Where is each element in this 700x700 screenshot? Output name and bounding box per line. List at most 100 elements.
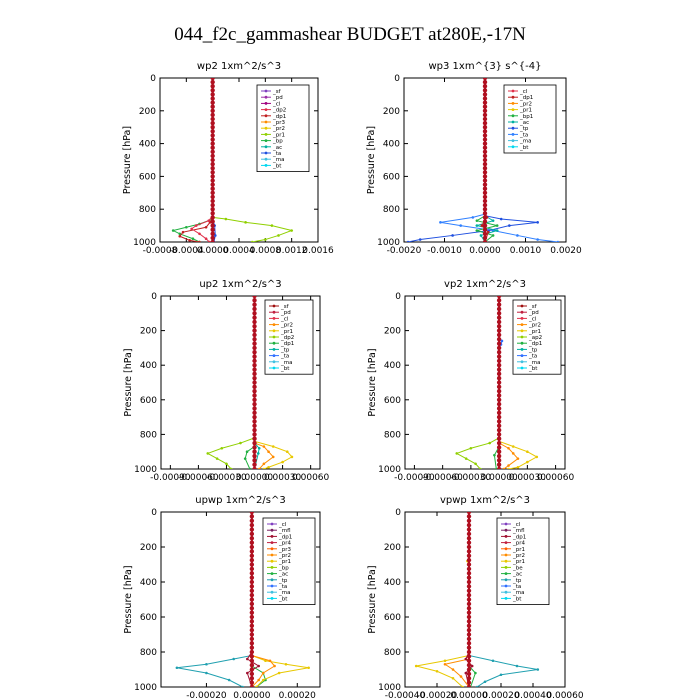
data-point <box>241 685 245 687</box>
legend-marker <box>270 566 274 569</box>
legend-marker <box>264 120 268 124</box>
y-tick-label: 800 <box>384 430 401 440</box>
zero-profile-marker <box>466 597 472 602</box>
zero-profile-marker <box>249 671 255 677</box>
zero-profile-marker <box>210 92 215 97</box>
zero-profile-marker <box>466 645 472 650</box>
x-tick-label: -0.00020 <box>186 691 227 700</box>
data-point <box>479 234 483 237</box>
legend-label: _pr2 <box>272 126 285 132</box>
zero-profile-marker <box>252 453 257 459</box>
zero-profile-marker <box>482 79 488 85</box>
y-tick-label: 400 <box>383 140 400 150</box>
zero-profile-marker <box>249 680 255 685</box>
data-point <box>290 455 294 459</box>
legend-marker <box>264 151 268 155</box>
zero-profile-marker <box>249 544 255 550</box>
legend-label: _pr4 <box>278 541 292 547</box>
legend-marker <box>264 102 268 105</box>
zero-profile-marker <box>482 157 488 163</box>
y-tick-label: 200 <box>384 543 401 553</box>
zero-profile-marker <box>482 145 488 150</box>
y-axis-label: Pressure [hPa] <box>367 565 378 633</box>
data-point <box>459 675 463 678</box>
zero-profile-marker <box>466 512 472 515</box>
legend-label: _bt <box>512 596 522 602</box>
zero-profile-marker <box>252 302 257 307</box>
zero-profile-marker <box>249 610 255 615</box>
data-point <box>243 457 247 460</box>
y-axis-label: Pressure [hPa] <box>366 126 377 194</box>
legend-marker <box>272 335 276 339</box>
zero-profile-marker <box>466 606 472 611</box>
y-tick-label: 1000 <box>378 683 401 693</box>
zero-profile-marker <box>496 458 502 463</box>
zero-profile-marker <box>482 190 488 195</box>
zero-profile-marker <box>482 153 488 159</box>
legend-label: _dp1 <box>278 534 292 540</box>
zero-profile-marker <box>466 544 472 550</box>
series-line-tp <box>468 512 538 687</box>
legend-marker <box>272 341 276 345</box>
data-point <box>246 671 249 675</box>
zero-profile-marker <box>496 319 502 325</box>
legend-label: _ma <box>278 590 290 596</box>
zero-profile-marker <box>466 518 472 523</box>
zero-profile-marker <box>210 96 215 101</box>
zero-profile-marker <box>496 406 502 411</box>
legend-label: _dp1 <box>280 341 294 347</box>
zero-profile-marker <box>252 388 257 394</box>
plot-area <box>414 512 540 687</box>
zero-profile-marker <box>252 350 257 355</box>
legend-label: _bt <box>278 596 288 602</box>
legend-marker <box>264 126 268 130</box>
data-point <box>257 467 261 469</box>
x-tick-label: -0.0010 <box>427 246 462 256</box>
plot-frame <box>160 295 321 470</box>
data-point <box>470 664 474 668</box>
panel-wp2: wp2 1xm^2/s^3 Pressure [hPa] 0 200 400 600 800… <box>122 61 334 256</box>
zero-profile-marker <box>249 575 255 580</box>
zero-profile-marker <box>210 219 215 224</box>
legend-marker <box>504 584 508 588</box>
legend-label: _sf <box>280 304 290 310</box>
data-point <box>495 229 499 232</box>
data-point <box>556 240 560 242</box>
legend-label: _dp1 <box>272 114 286 120</box>
zero-profile-marker <box>210 125 215 130</box>
legend-marker <box>270 547 274 551</box>
zero-profile-marker <box>496 298 502 303</box>
legend-marker <box>270 578 274 582</box>
legend-label: _pr1 <box>278 559 291 565</box>
zero-profile-marker <box>210 84 215 89</box>
zero-profile-marker <box>466 662 472 668</box>
legend-marker <box>264 164 268 167</box>
panel-wp3: wp3 1xm^{3} s^{-4} Pressure [hPa] 0 200 400 6… <box>366 61 582 256</box>
panel-up2: up2 1xm^2/s^3 Pressure [hPa] 0 200 400 600 800… <box>123 279 330 483</box>
zero-profile-marker <box>252 393 257 398</box>
data-point <box>208 240 211 242</box>
data-point <box>255 685 258 687</box>
zero-profile-marker <box>466 636 472 642</box>
zero-profile-marker <box>482 211 488 216</box>
data-point <box>261 671 265 675</box>
legend-marker <box>270 572 274 575</box>
data-point <box>478 467 482 469</box>
legend: _cl_dp1_pr2_pr1_bp1_ac_tp_ta_ma_bt <box>503 84 557 154</box>
panel-title: upwp 1xm^2/s^3 <box>195 495 285 506</box>
x-tick-label: 0.00020 <box>482 691 519 700</box>
y-tick-label: 800 <box>383 205 400 215</box>
data-point <box>198 240 201 242</box>
legend-marker <box>511 120 515 124</box>
zero-profile-marker <box>210 215 215 220</box>
data-point <box>469 446 473 450</box>
zero-profile-marker <box>466 575 472 580</box>
legend-marker <box>511 145 515 149</box>
zero-profile-marker <box>252 363 257 368</box>
series-line-ap2 <box>455 296 500 469</box>
data-point <box>245 450 249 454</box>
zero-profile-marker <box>210 120 215 126</box>
legend-label: _cl <box>272 101 281 107</box>
data-point <box>227 678 231 682</box>
x-tick-label: 0.0004 <box>223 246 255 256</box>
